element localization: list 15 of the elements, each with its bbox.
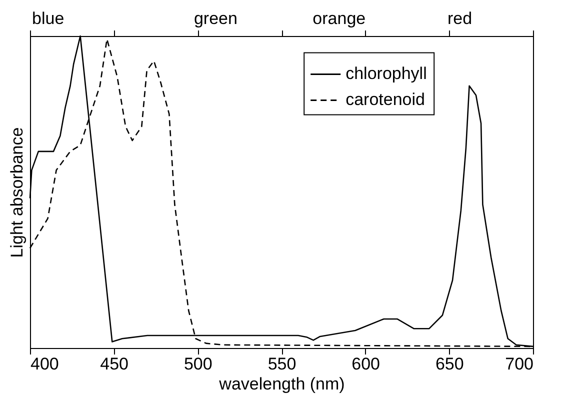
- x-tick-label: 500: [184, 354, 212, 374]
- x-tick-label: 400: [30, 354, 59, 374]
- x-tick-label: 650: [435, 354, 464, 374]
- text: blue: [32, 9, 64, 28]
- text: green: [194, 9, 238, 28]
- text: red: [447, 9, 472, 28]
- x-tick-label: 550: [268, 354, 296, 374]
- x-tick-label: 700: [505, 354, 534, 374]
- x-tick-label: 450: [100, 354, 129, 374]
- legend-label: carotenoid: [346, 90, 425, 110]
- x-axis-title: wavelength (nm): [218, 374, 345, 394]
- legend-label: chlorophyll: [346, 64, 427, 84]
- text: orange: [312, 9, 366, 28]
- x-tick-label: 600: [352, 354, 380, 374]
- y-axis-title: Light absorbance: [8, 127, 26, 258]
